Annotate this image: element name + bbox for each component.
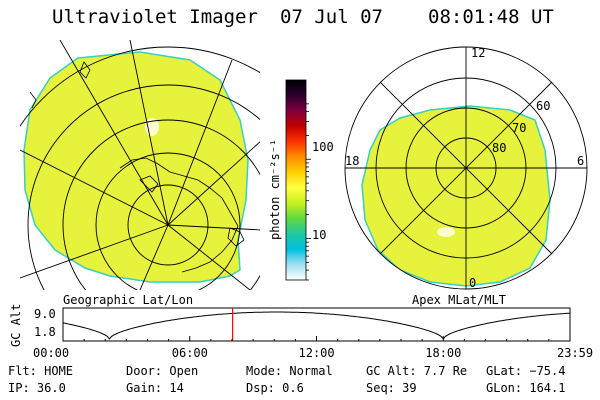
footer-mode: Mode: Normal: [246, 364, 333, 378]
footer-door: Door: Open: [126, 364, 199, 378]
mlat-label-60: 60: [536, 99, 550, 113]
altitude-ytick-9: 9.0: [34, 307, 56, 321]
mlat-label-80: 80: [492, 141, 506, 155]
coastlines: [29, 61, 245, 273]
time-label: 08:01:48 UT: [428, 6, 554, 28]
altitude-ylabel: GC Alt: [9, 304, 23, 347]
right-map-label: Apex MLat/MLT: [412, 293, 506, 307]
mlt-label-18: 18: [345, 154, 359, 168]
footer-glon: GLon: 164.1: [486, 381, 566, 395]
footer-gc-alt: GC Alt: 7.7 Re: [366, 364, 468, 378]
colorbar-tick-100: 100: [312, 140, 334, 154]
date-label: 07 Jul 07: [280, 6, 383, 28]
footer-gain: Gain: 14: [126, 381, 184, 395]
altitude-x-tick-label: 18:00: [425, 346, 461, 360]
footer-flt: Flt: HOME: [8, 364, 74, 378]
altitude-x-tick-labels: 00:00 06:00 12:00 18:00 23:59: [33, 346, 593, 360]
altitude-x-tick-label: 06:00: [172, 346, 208, 360]
geographic-map: [20, 40, 260, 290]
header: Ultraviolet Imager 07 Jul 07 08:01:48 UT: [0, 0, 600, 36]
footer-dsp: Dsp: 0.6: [246, 381, 304, 395]
colorbar-unit-label: photon cm⁻²s⁻¹: [268, 139, 282, 240]
altitude-ytick-1.8: 1.8: [34, 325, 56, 339]
right-grid: [344, 46, 588, 290]
colorbar-tick-10: 10: [312, 228, 326, 242]
footer-glat: GLat: −75.4: [486, 364, 566, 378]
altitude-x-tick-marks: [62, 336, 571, 341]
altitude-curve: [62, 311, 571, 340]
colorbar-gradient: [285, 79, 307, 281]
altitude-plot: GC Alt 9.0 1.8 00:00 06:00 12:00 18:00 23:59: [9, 304, 593, 360]
colorbar-ticks: [306, 103, 311, 281]
mlt-label-0: 0: [469, 276, 476, 290]
left-grid: [20, 40, 260, 290]
footer-seq: Seq: 39: [366, 381, 417, 395]
altitude-x-tick-label: 12:00: [299, 346, 335, 360]
footer-ip: IP: 36.0: [8, 381, 66, 395]
mlt-label-6: 6: [577, 154, 584, 168]
magnetic-map: 12 18 6 0 60 70 80: [344, 46, 588, 290]
altitude-x-tick-label: 00:00: [33, 346, 69, 360]
mlat-label-70: 70: [512, 121, 526, 135]
left-aurora-blob: [23, 51, 249, 283]
mlt-label-12: 12: [471, 46, 485, 60]
instrument-title: Ultraviolet Imager: [52, 6, 258, 28]
altitude-x-tick-label: 23:59: [557, 346, 593, 360]
right-aurora-bright-spot: [437, 227, 455, 237]
colorbar: 100 10 photon cm⁻²s⁻¹: [268, 79, 334, 281]
left-map-label: Geographic Lat/Lon: [63, 293, 193, 307]
